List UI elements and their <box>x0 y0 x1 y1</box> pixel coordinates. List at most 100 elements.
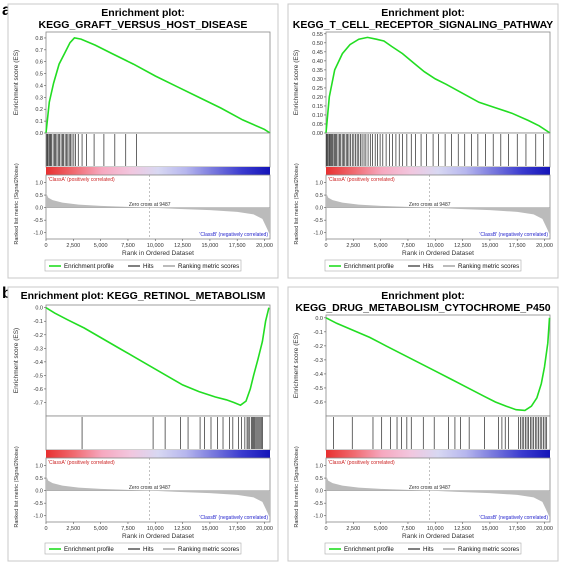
x-tick-label: 7,500 <box>401 243 415 249</box>
zero-cross-label: Zero cross at 9487 <box>409 485 451 491</box>
x-tick-label: 2,500 <box>66 243 80 249</box>
ranking-heat-bar <box>326 450 550 458</box>
es-y-tick-label: 0.6 <box>35 60 43 66</box>
legend-box <box>44 259 242 272</box>
x-tick-label: 10,000 <box>427 243 444 249</box>
metric-y-tick-label: 0.5 <box>35 193 43 199</box>
x-tick-label: 12,500 <box>174 526 191 532</box>
metric-y-tick-label: -0.5 <box>314 218 323 224</box>
metric-y-tick-label: -1.0 <box>314 231 323 237</box>
es-y-tick-label: -0.3 <box>314 358 323 364</box>
x-tick-label: 20,000 <box>256 526 273 532</box>
es-y-tick-label: -0.1 <box>34 319 43 325</box>
metric-y-tick-label: 1.0 <box>35 464 43 470</box>
es-y-axis-label: Enrichment score (ES) <box>13 328 20 393</box>
chart-title: Enrichment plot: KEGG_RETINOL_METABOLISM <box>21 290 266 302</box>
metric-y-tick-label: -0.5 <box>34 501 43 507</box>
es-y-tick-label: 0.50 <box>312 41 323 47</box>
zero-cross-label: Zero cross at 9487 <box>409 202 451 208</box>
es-y-tick-label: 0.1 <box>35 119 43 125</box>
chart-title: Enrichment plot: <box>381 7 464 19</box>
metric-y-tick-label: -0.5 <box>34 218 43 224</box>
es-y-tick-label: 0.3 <box>35 95 43 101</box>
metric-y-tick-label: -1.0 <box>314 514 323 520</box>
x-axis-label: Rank in Ordered Dataset <box>122 250 194 257</box>
legend-box <box>324 542 522 555</box>
es-y-axis-label: Enrichment score (ES) <box>293 333 300 398</box>
legend-metric-label: Ranking metric scores <box>178 546 239 553</box>
x-tick-label: 15,000 <box>481 243 498 249</box>
x-tick-label: 7,500 <box>401 526 415 532</box>
es-y-tick-label: 0.20 <box>312 95 323 101</box>
legend-enrichment-label: Enrichment profile <box>344 546 394 553</box>
x-tick-label: 7,500 <box>121 526 135 532</box>
hits-band <box>45 132 271 168</box>
es-y-tick-label: -0.2 <box>314 344 323 350</box>
metric-y-axis-label: Ranked list metric (Signal2Noise) <box>294 446 300 527</box>
es-y-tick-label: 0.7 <box>35 48 43 54</box>
enrichment-profile-line <box>45 307 270 407</box>
es-y-tick-label: 0.35 <box>312 68 323 74</box>
zero-cross-label: Zero cross at 9487 <box>129 485 171 491</box>
es-y-axis-label: Enrichment score (ES) <box>13 50 20 115</box>
es-y-tick-label: -0.5 <box>34 373 43 379</box>
x-tick-label: 7,500 <box>121 243 135 249</box>
metric-y-tick-label: 0.5 <box>35 476 43 482</box>
chart-title: KEGG_T_CELL_RECEPTOR_SIGNALING_PATHWAY <box>293 19 553 31</box>
classA-label: 'ClassA' (positively correlated) <box>328 460 395 466</box>
es-y-tick-label: 0.05 <box>312 122 323 128</box>
legend-enrichment-label: Enrichment profile <box>64 263 114 270</box>
es-y-tick-label: -0.5 <box>314 386 323 392</box>
metric-y-axis-label: Ranked list metric (Signal2Noise) <box>14 446 20 527</box>
enrichment-profile-line <box>45 37 271 134</box>
x-tick-label: 12,500 <box>454 526 471 532</box>
x-tick-label: 20,000 <box>536 243 553 249</box>
classA-label: 'ClassA' (positively correlated) <box>48 460 115 466</box>
legend-hits-label: Hits <box>143 546 154 553</box>
es-y-tick-label: 0.15 <box>312 104 323 110</box>
x-axis-label: Rank in Ordered Dataset <box>402 533 474 540</box>
chart-title: Enrichment plot: <box>381 290 464 302</box>
classB-label: 'ClassB' (negatively correlated) <box>479 232 548 238</box>
hits-band <box>325 132 551 168</box>
x-tick-label: 5,000 <box>94 526 108 532</box>
es-y-axis-label: Enrichment score (ES) <box>293 50 300 115</box>
classB-label: 'ClassB' (negatively correlated) <box>199 232 268 238</box>
legend-metric-label: Ranking metric scores <box>458 263 519 270</box>
es-y-tick-label: 0.4 <box>35 83 43 89</box>
ranking-heat-bar <box>46 167 270 175</box>
metric-y-tick-label: 1.0 <box>315 181 323 187</box>
es-y-tick-label: 0.00 <box>312 131 323 137</box>
legend-metric-label: Ranking metric scores <box>458 546 519 553</box>
x-tick-label: 17,500 <box>509 526 526 532</box>
metric-y-tick-label: 1.0 <box>315 464 323 470</box>
es-y-tick-label: 0.30 <box>312 77 323 83</box>
enrichment-profile-line <box>325 36 551 134</box>
legend-hits-label: Hits <box>423 263 434 270</box>
legend-hits-label: Hits <box>423 546 434 553</box>
x-tick-label: 10,000 <box>147 526 164 532</box>
x-tick-label: 5,000 <box>374 243 388 249</box>
chart-title: Enrichment plot: <box>101 7 184 19</box>
metric-y-axis-label: Ranked list metric (Signal2Noise) <box>294 163 300 244</box>
classB-label: 'ClassB' (negatively correlated) <box>199 515 268 521</box>
es-y-tick-label: 0.0 <box>35 306 43 312</box>
metric-y-axis-label: Ranked list metric (Signal2Noise) <box>14 163 20 244</box>
metric-y-tick-label: 0.5 <box>315 476 323 482</box>
es-plot-area <box>325 31 551 134</box>
panel-label-a: a <box>2 2 11 19</box>
legend-hits-label: Hits <box>143 263 154 270</box>
es-y-tick-label: 0.55 <box>312 32 323 38</box>
es-y-tick-label: 0.0 <box>315 316 323 322</box>
x-axis-label: Rank in Ordered Dataset <box>402 250 474 257</box>
zero-cross-label: Zero cross at 9487 <box>129 202 171 208</box>
hits-band <box>45 415 271 451</box>
x-tick-label: 5,000 <box>94 243 108 249</box>
enrichment-profile-line <box>325 317 551 412</box>
x-tick-label: 20,000 <box>536 526 553 532</box>
metric-y-tick-label: -1.0 <box>34 514 43 520</box>
classA-label: 'ClassA' (positively correlated) <box>328 177 395 183</box>
x-tick-label: 17,500 <box>229 526 246 532</box>
es-y-tick-label: 0.0 <box>35 131 43 137</box>
